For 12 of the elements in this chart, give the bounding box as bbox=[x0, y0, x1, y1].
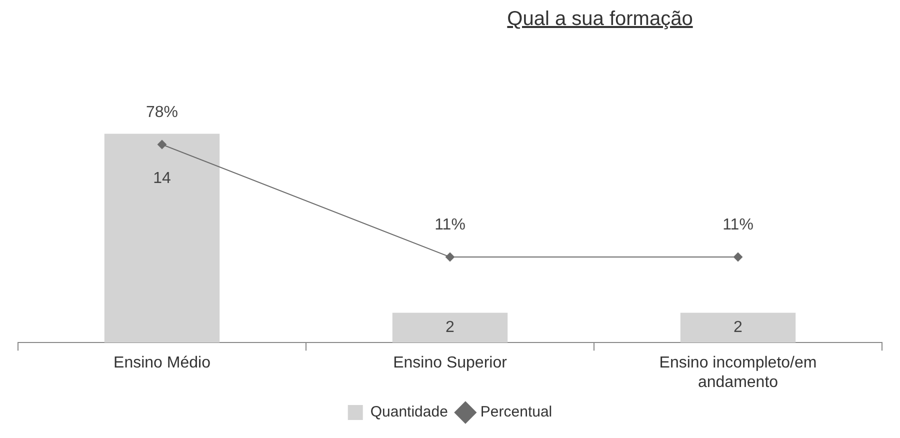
data-label: 2 bbox=[446, 319, 455, 336]
data-label: 2 bbox=[734, 319, 743, 336]
chart-title: Qual a sua formação bbox=[506, 8, 694, 32]
data-label: 78% bbox=[146, 104, 178, 121]
data-label: 11% bbox=[434, 216, 466, 234]
data-label: 14 bbox=[153, 170, 171, 188]
x-tick-label: Ensino Médio bbox=[114, 354, 211, 372]
x-tick-label: Ensino Superior bbox=[393, 354, 508, 372]
legend-label: Percentual bbox=[480, 404, 552, 421]
legend-label: Quantidade bbox=[370, 404, 448, 421]
data-label: 11% bbox=[722, 216, 754, 234]
x-tick-label: Ensino incompleto/em andamento bbox=[659, 354, 817, 391]
